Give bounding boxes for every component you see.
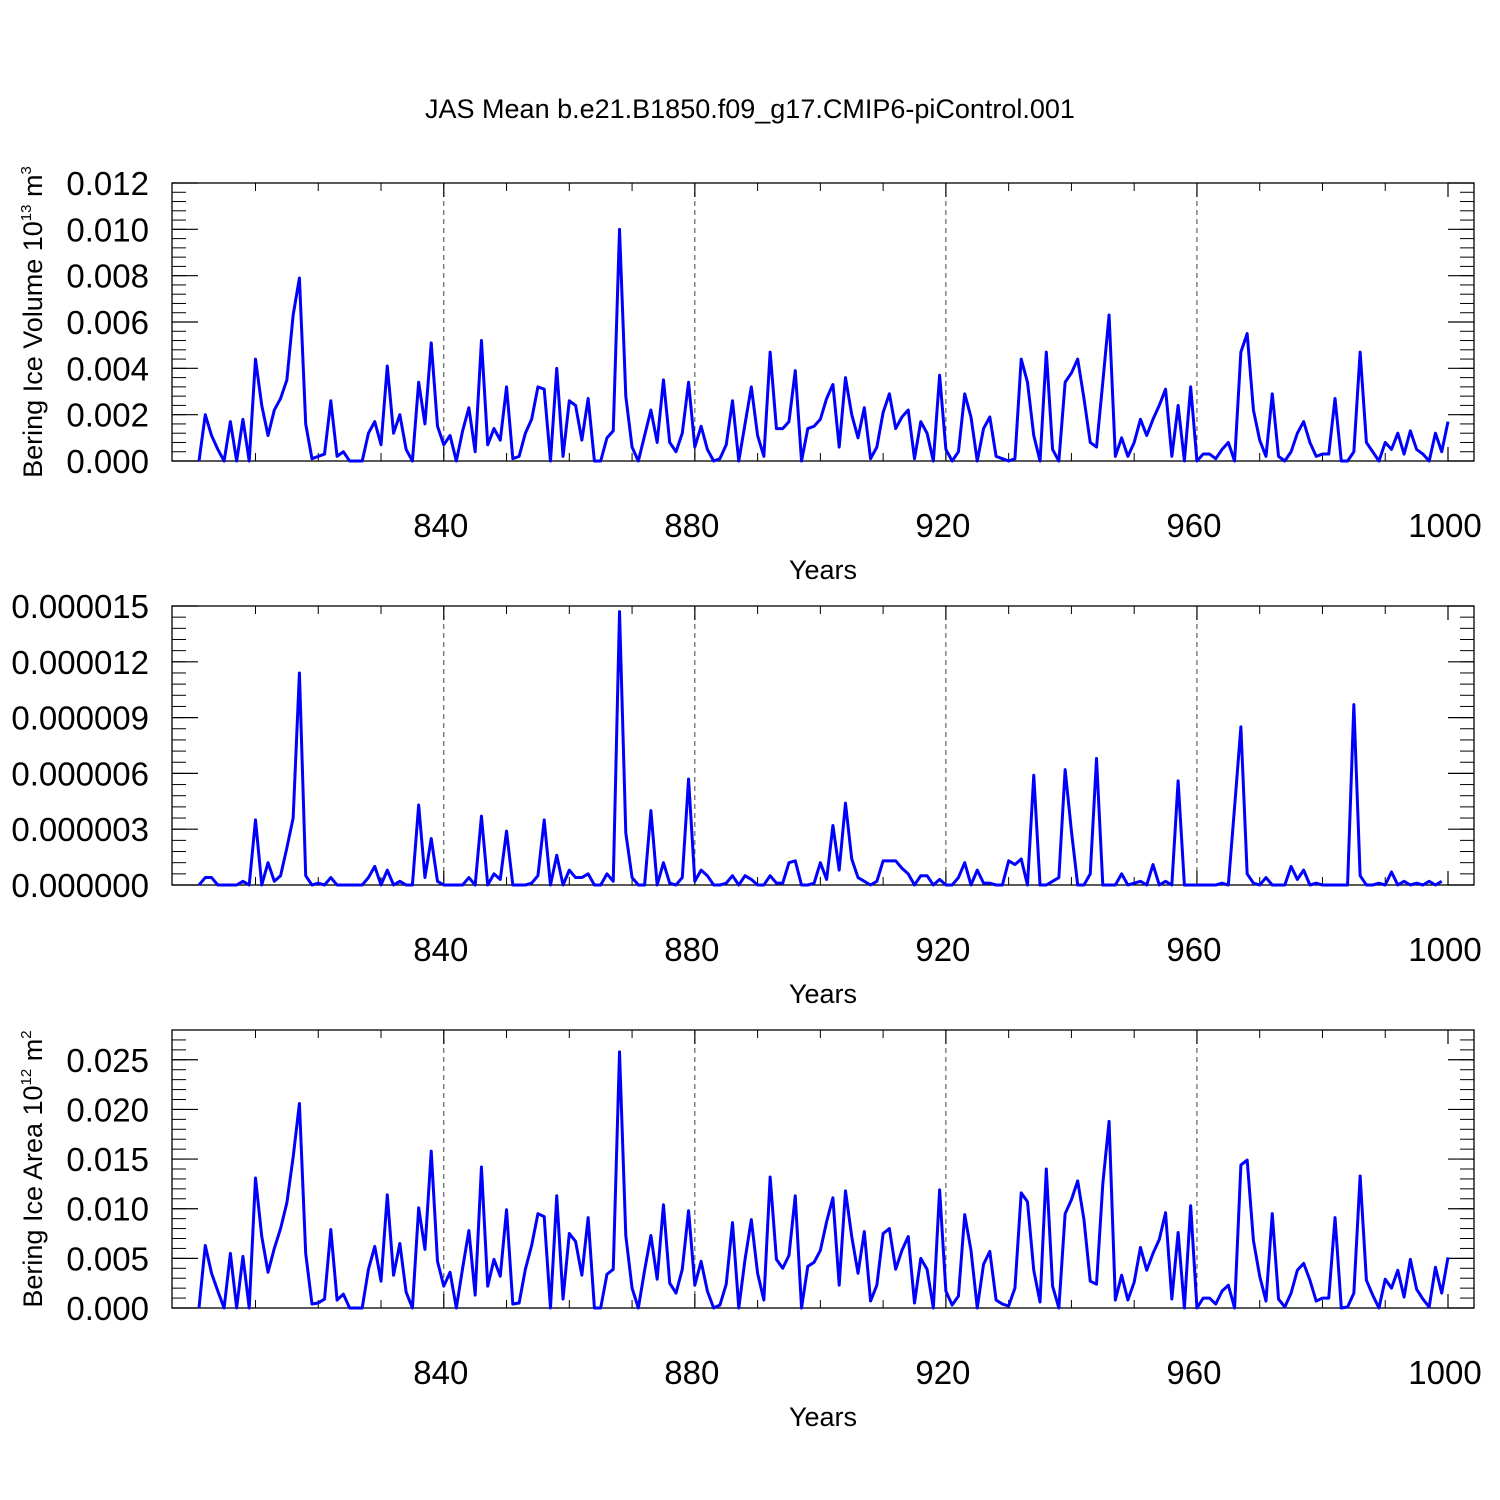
panel-2-x-tick-label: 880 [664, 931, 719, 968]
panel-3-x-tick-label: 840 [413, 1354, 468, 1391]
panel-3-y-tick-label: 0.000 [66, 1290, 149, 1327]
panel-2-y-tick-label: 0.000009 [11, 700, 149, 737]
panel-3-y-tick-label: 0.015 [66, 1141, 149, 1178]
panel-1-x-tick-label: 1000 [1408, 507, 1481, 544]
panel-1-x-tick-label: 920 [915, 507, 970, 544]
panel-2-y-tick-label: 0.000006 [11, 755, 149, 792]
panel-2-x-tick-label: 840 [413, 931, 468, 968]
panel-3-y-axis-label: Bering Ice Area 1012 m2 [18, 1030, 48, 1307]
panel-2-x-tick-label: 1000 [1408, 931, 1481, 968]
panel-3-y-tick-label: 0.020 [66, 1091, 149, 1128]
panel-1-plot-frame [171, 182, 1475, 462]
panel-2-plot-frame [171, 605, 1475, 886]
panel-3-plot-frame [171, 1029, 1475, 1309]
panel-1-y-tick-label: 0.002 [66, 397, 149, 434]
panel-1-series-line [197, 227, 1450, 463]
panel-3-y-tick-label: 0.025 [66, 1042, 149, 1079]
panel-3-y-tick-label: 0.010 [66, 1191, 149, 1228]
panel-2-x-tick-label: 960 [1166, 931, 1221, 968]
panel-3-x-tick-label: 920 [915, 1354, 970, 1391]
panel-3-y-tick-label: 0.005 [66, 1240, 149, 1277]
panel-1-y-axis-label: Bering Ice Volume 1013 m3 [18, 166, 48, 478]
panel-3-x-tick-label: 1000 [1408, 1354, 1481, 1391]
panel-1-y-tick-label: 0.008 [66, 258, 149, 295]
panel-2-y-tick-label: 0.000003 [11, 811, 149, 848]
panel-2-y-tick-label: 0.000000 [11, 867, 149, 904]
panel-1-y-tick-label: 0.006 [66, 304, 149, 341]
panel-1-y-tick-label: 0.010 [66, 211, 149, 248]
panel-3-series-line [197, 1050, 1450, 1310]
panel-3-x-tick-label: 960 [1166, 1354, 1221, 1391]
panel-2-y-tick-label: 0.000015 [11, 588, 149, 625]
panel-1-y-tick-label: 0.000 [66, 443, 149, 480]
panel-1-x-tick-label: 960 [1166, 507, 1221, 544]
panel-3-x-tick-label: 880 [664, 1354, 719, 1391]
figure-title: JAS Mean b.e21.B1850.f09_g17.CMIP6-piCon… [425, 94, 1075, 124]
panel-3-x-axis-label: Years [789, 1402, 857, 1432]
panel-1-y-tick-label: 0.012 [66, 165, 149, 202]
panel-1-y-tick-label: 0.004 [66, 350, 149, 387]
panel-1-x-axis-label: Years [789, 555, 857, 585]
panel-2-y-tick-label: 0.000012 [11, 644, 149, 681]
panel-2-series-line [197, 610, 1443, 887]
panel-1-x-tick-label: 840 [413, 507, 468, 544]
panel-1-x-tick-label: 880 [664, 507, 719, 544]
panel-2-x-tick-label: 920 [915, 931, 970, 968]
panel-2-x-axis-label: Years [789, 979, 857, 1009]
